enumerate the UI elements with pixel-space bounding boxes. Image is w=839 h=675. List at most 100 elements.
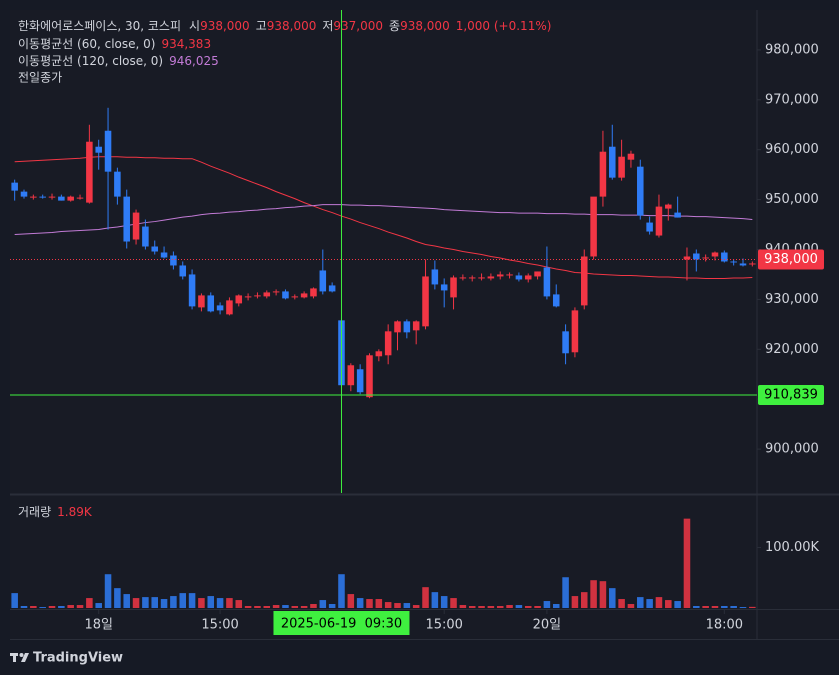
volume-bar bbox=[86, 598, 93, 608]
candle-body bbox=[86, 141, 93, 203]
candle-body bbox=[244, 296, 252, 298]
logo-stem bbox=[13, 653, 16, 662]
volume-value: 1.89K bbox=[57, 505, 93, 519]
volume-bar bbox=[543, 601, 551, 608]
price-tick-label: 950,000 bbox=[765, 192, 819, 207]
candle-body bbox=[20, 191, 28, 197]
volume-bar bbox=[188, 593, 196, 608]
candle-body bbox=[711, 252, 719, 257]
volume-bar bbox=[412, 605, 420, 608]
price-tick-label: 900,000 bbox=[765, 442, 819, 457]
candle-body bbox=[739, 263, 747, 266]
volume-bar bbox=[440, 596, 448, 608]
candle-body bbox=[665, 204, 672, 209]
volume-bar bbox=[39, 607, 46, 609]
volume-bar bbox=[291, 606, 299, 608]
price-tick-label: 980,000 bbox=[765, 42, 819, 57]
time-tick-label: 18일 bbox=[84, 618, 113, 633]
candle-body bbox=[571, 310, 579, 353]
ohlc-key: 고 bbox=[256, 19, 267, 33]
volume-bar bbox=[95, 603, 102, 608]
candle-body bbox=[160, 252, 168, 258]
candle-body bbox=[468, 277, 476, 279]
candle-body bbox=[76, 197, 84, 199]
candle-body bbox=[674, 212, 681, 218]
candle-body bbox=[422, 276, 429, 327]
crosshair-time-tag bbox=[273, 611, 410, 635]
candle-body bbox=[310, 288, 317, 297]
volume-bar bbox=[58, 606, 65, 608]
volume-legend: 거래량 1.89K bbox=[18, 505, 93, 519]
candle-body bbox=[730, 261, 737, 263]
volume-bar bbox=[132, 598, 140, 608]
volume-bar bbox=[142, 597, 149, 608]
candle-body bbox=[693, 253, 700, 260]
volume-bar bbox=[394, 603, 401, 608]
volume-bar bbox=[580, 592, 588, 608]
volume-tick-label: 100.00K bbox=[765, 540, 819, 555]
candle-body bbox=[384, 331, 392, 356]
volume-bar bbox=[450, 598, 457, 608]
candle-body bbox=[188, 274, 196, 307]
candle-body bbox=[95, 146, 102, 153]
candle-body bbox=[58, 196, 65, 201]
volume-bar bbox=[637, 597, 644, 608]
volume-bar bbox=[104, 574, 112, 608]
volume-bar bbox=[170, 596, 177, 608]
candle-body bbox=[590, 196, 597, 257]
volume-bar bbox=[254, 606, 261, 608]
candle-body bbox=[300, 293, 308, 298]
legend-ma60: 이동평균선 (60, close, 0) 934,383 bbox=[18, 37, 211, 51]
change: 1,000 (+0.11%) bbox=[456, 19, 552, 33]
volume-bar bbox=[534, 606, 541, 608]
volume-bar bbox=[468, 606, 476, 608]
volume-bar bbox=[76, 605, 84, 608]
volume-bar bbox=[571, 596, 579, 608]
candle-body bbox=[487, 276, 495, 279]
volume-bar bbox=[702, 606, 709, 608]
brand-name: TradingView bbox=[33, 651, 123, 666]
candle-body bbox=[123, 196, 130, 242]
candle-body bbox=[534, 271, 541, 277]
volume-bar bbox=[730, 606, 737, 608]
last-price-tag bbox=[758, 249, 824, 270]
volume-bar bbox=[506, 605, 513, 608]
volume-bar bbox=[665, 600, 672, 608]
candle-body bbox=[328, 285, 336, 292]
volume-bar bbox=[375, 599, 383, 608]
candle-body bbox=[291, 296, 299, 298]
volume-bar bbox=[431, 592, 439, 608]
candle-body bbox=[235, 295, 243, 304]
volume-bar bbox=[198, 598, 205, 608]
candle-body bbox=[543, 267, 551, 297]
candle-body bbox=[356, 369, 364, 393]
ma-value: 934,383 bbox=[161, 37, 211, 51]
candle-body bbox=[599, 151, 607, 197]
candle-body bbox=[170, 255, 177, 266]
branding: TradingView bbox=[10, 651, 123, 666]
volume-bar bbox=[655, 597, 663, 608]
candle-body bbox=[655, 206, 663, 236]
volume-bar bbox=[590, 580, 597, 608]
volume-bar bbox=[721, 606, 728, 608]
price-tick-label: 970,000 bbox=[765, 92, 819, 107]
candle-body bbox=[450, 277, 457, 298]
volume-bar bbox=[20, 606, 28, 608]
candle-body bbox=[552, 294, 560, 307]
volume-bar bbox=[478, 606, 485, 608]
candle-body bbox=[272, 291, 280, 293]
candle-body bbox=[254, 295, 261, 297]
volume-bar bbox=[674, 601, 681, 608]
volume-bar bbox=[609, 588, 616, 608]
volume-bar bbox=[319, 600, 327, 608]
volume-bar bbox=[384, 602, 392, 608]
volume-bar bbox=[627, 604, 635, 608]
candle-body bbox=[216, 305, 224, 311]
candle-body bbox=[48, 196, 56, 198]
volume-bar bbox=[562, 577, 569, 608]
candle-body bbox=[524, 275, 532, 280]
crosshair-time-label: 2025-06-19 09:30 bbox=[281, 617, 402, 632]
time-tick-label: 18:00 bbox=[706, 618, 743, 633]
volume-bar bbox=[693, 606, 700, 608]
volume-bar bbox=[749, 606, 756, 608]
